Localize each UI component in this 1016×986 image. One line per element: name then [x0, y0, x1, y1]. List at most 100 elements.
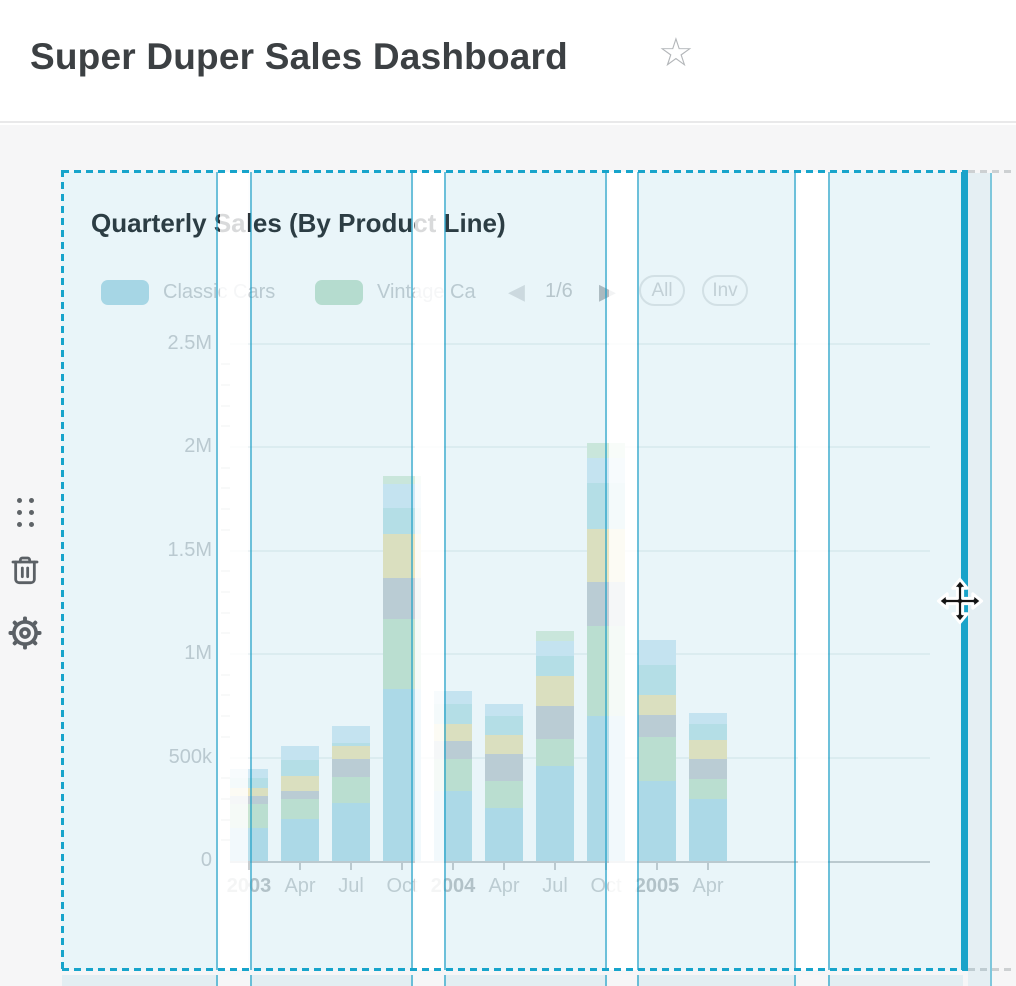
bar-segment — [434, 740, 472, 759]
selection-border-top — [62, 170, 968, 173]
bar-segment — [485, 734, 523, 755]
chart-plot-area: 0 500k 1M 1.5M 2M 2.5M 2003 Apr Jul Oct 2004 Apr Jul… — [62, 172, 968, 970]
bar-segment — [485, 703, 523, 717]
bar-segment — [434, 790, 472, 861]
bar-segment — [638, 781, 676, 861]
gridline — [230, 549, 930, 552]
y-axis-minor-tick — [221, 694, 230, 697]
bar-segment — [383, 578, 421, 619]
drag-handle-icon[interactable] — [17, 498, 37, 528]
y-axis-minor-tick — [221, 777, 230, 780]
bar-segment — [230, 804, 268, 828]
x-axis-tick — [707, 863, 709, 870]
y-axis-minor-tick — [221, 818, 230, 821]
gear-icon — [8, 616, 42, 650]
legend-inverse-button[interactable]: Inv — [702, 275, 748, 306]
y-axis-minor-tick — [221, 673, 230, 676]
y-axis-minor-tick — [221, 590, 230, 593]
bar-segment — [638, 695, 676, 716]
legend-select-all-button[interactable]: All — [639, 275, 685, 306]
grid-column — [62, 975, 218, 986]
selection-border-bottom — [62, 968, 968, 971]
bar-segment — [485, 754, 523, 782]
y-axis-minor-tick — [221, 383, 230, 386]
x-axis-label: Oct — [386, 875, 418, 897]
y-axis-label: 500k — [168, 745, 212, 768]
y-axis-minor-tick — [221, 715, 230, 718]
y-axis-label: 1M — [184, 642, 212, 664]
y-axis-label: 2.5M — [167, 331, 212, 354]
grid-column — [637, 975, 796, 986]
widget-settings-button[interactable] — [7, 614, 43, 657]
bar-segment — [281, 818, 319, 861]
bar-segment — [383, 508, 421, 534]
gridline — [230, 342, 930, 345]
bar-segment — [332, 726, 370, 743]
x-axis-tick — [401, 863, 403, 870]
legend-swatch — [315, 279, 363, 305]
bar-segment — [536, 765, 574, 861]
trash-icon — [11, 556, 39, 585]
bar-segment — [332, 803, 370, 861]
bar-segment — [587, 528, 625, 582]
y-axis-minor-tick — [221, 425, 230, 428]
favorite-star-icon[interactable]: ☆ — [658, 31, 694, 75]
bar-segment — [587, 442, 625, 459]
y-axis-minor-tick — [221, 508, 230, 511]
bar-segment — [638, 736, 676, 782]
y-axis-label: 2M — [184, 435, 212, 457]
bar-segment — [587, 716, 625, 861]
grid-column — [250, 975, 413, 986]
x-axis-label: Apr — [692, 875, 724, 897]
bar-segment — [485, 781, 523, 809]
bar-segment — [383, 533, 421, 579]
x-axis-tick — [656, 863, 658, 870]
gridline — [230, 756, 930, 759]
bar-segment — [434, 703, 472, 725]
x-axis-tick — [452, 863, 454, 870]
y-axis-minor-tick — [221, 466, 230, 469]
page-title: Super Duper Sales Dashboard — [30, 36, 568, 77]
y-axis-minor-tick — [221, 611, 230, 614]
next-grid-row — [0, 975, 1016, 986]
delete-widget-button[interactable] — [9, 552, 41, 593]
bar-segment — [638, 639, 676, 666]
y-axis-minor-tick — [221, 735, 230, 738]
x-axis-label: Jul — [542, 875, 568, 897]
bar-segment — [536, 641, 574, 657]
bar-segment — [587, 581, 625, 627]
selection-border-left — [61, 170, 64, 971]
y-axis-minor-tick — [221, 839, 230, 842]
bar-segment — [281, 790, 319, 799]
resize-drag-edge[interactable] — [961, 172, 968, 970]
chart-widget[interactable]: Quarterly Sales (By Product Line) Classi… — [62, 172, 968, 970]
y-axis-label: 0 — [200, 849, 212, 871]
bar-segment — [689, 724, 727, 740]
grid-column — [444, 975, 607, 986]
bar-segment — [383, 618, 421, 690]
grid-column-edge-line — [990, 173, 992, 986]
bar-segment — [383, 484, 421, 509]
bar-segment — [230, 827, 268, 861]
y-axis-minor-tick — [221, 797, 230, 800]
bar-segment — [587, 483, 625, 529]
x-axis-label: Jul — [338, 875, 364, 897]
bar-segment — [485, 716, 523, 735]
bar-segment — [587, 458, 625, 484]
grid-column-remainder — [968, 173, 990, 986]
bar-segment — [434, 724, 472, 741]
original-extent-dash-bottom — [968, 968, 1016, 971]
legend-prev-icon[interactable]: ◀ — [508, 279, 525, 304]
x-axis-tick — [503, 863, 505, 870]
bar-segment — [281, 776, 319, 791]
bar-segment — [536, 738, 574, 766]
y-axis-minor-tick — [221, 570, 230, 573]
bar-segment — [332, 758, 370, 778]
bar-segment — [536, 656, 574, 676]
bar-segment — [230, 787, 268, 796]
bar-segment — [689, 798, 727, 861]
x-axis-tick — [605, 863, 607, 870]
grid-column — [828, 975, 963, 986]
y-axis-minor-tick — [221, 632, 230, 635]
